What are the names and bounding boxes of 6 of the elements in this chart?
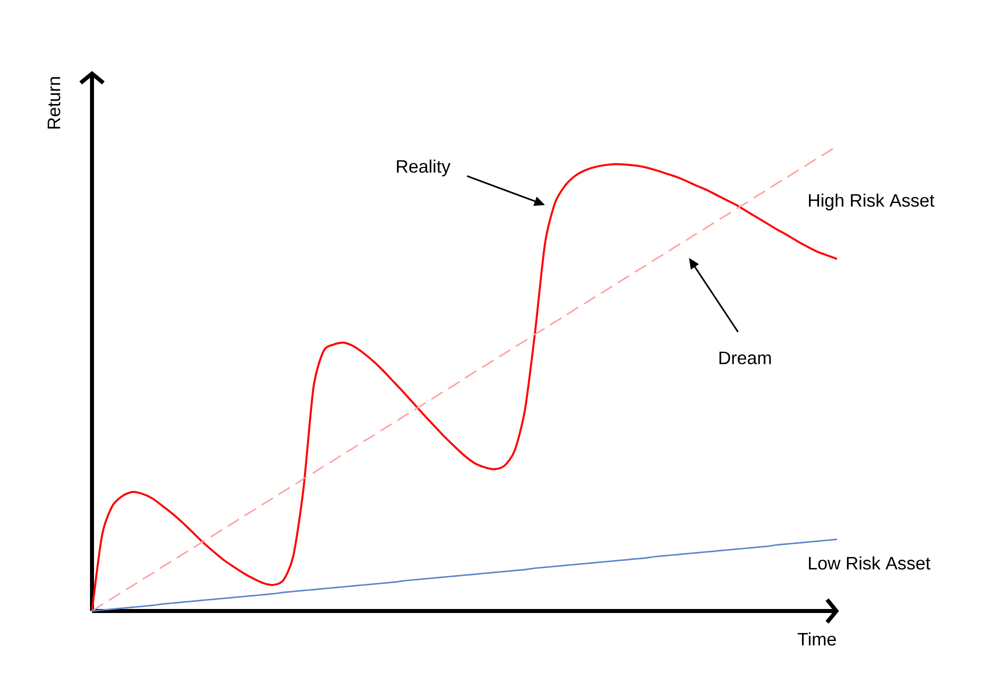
annotation: High Risk Asset <box>808 194 934 210</box>
x-axis-title: Time <box>798 632 836 646</box>
y-axis-title: Return <box>48 77 60 129</box>
annotation: Dream <box>719 352 771 364</box>
annotation: Reality <box>396 160 450 176</box>
series-label: Low Risk Asset <box>808 556 930 570</box>
